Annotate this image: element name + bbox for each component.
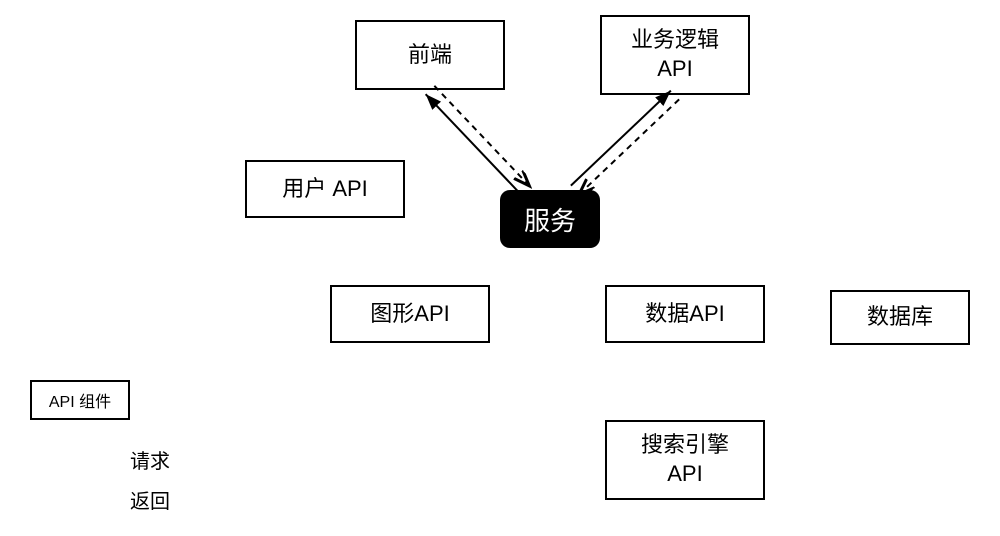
node-userapi: 用户 API: [245, 160, 405, 218]
legend-api-box: API 组件: [30, 380, 130, 420]
legend-api-box-label: API 组件: [49, 388, 111, 412]
legend-ret-label: 返回: [130, 485, 170, 514]
node-searchapi-label: 搜索引擎 API: [641, 431, 729, 488]
node-searchapi: 搜索引擎 API: [605, 420, 765, 500]
node-userapi-label: 用户 API: [282, 175, 368, 204]
node-bizapi-label: 业务逻辑 API: [631, 26, 719, 83]
node-frontend: 前端: [355, 20, 505, 90]
node-database: 数据库: [830, 290, 970, 345]
node-center: 服务: [500, 190, 600, 248]
node-bizapi: 业务逻辑 API: [600, 15, 750, 95]
node-dataapi: 数据API: [605, 285, 765, 343]
legend-req-label: 请求: [130, 445, 170, 474]
node-database-label: 数据库: [867, 303, 933, 332]
node-frontend-label: 前端: [408, 41, 452, 70]
node-dataapi-label: 数据API: [645, 300, 724, 329]
node-graphapi-label: 图形API: [370, 300, 449, 329]
node-graphapi: 图形API: [330, 285, 490, 343]
node-center-label: 服务: [524, 201, 576, 238]
